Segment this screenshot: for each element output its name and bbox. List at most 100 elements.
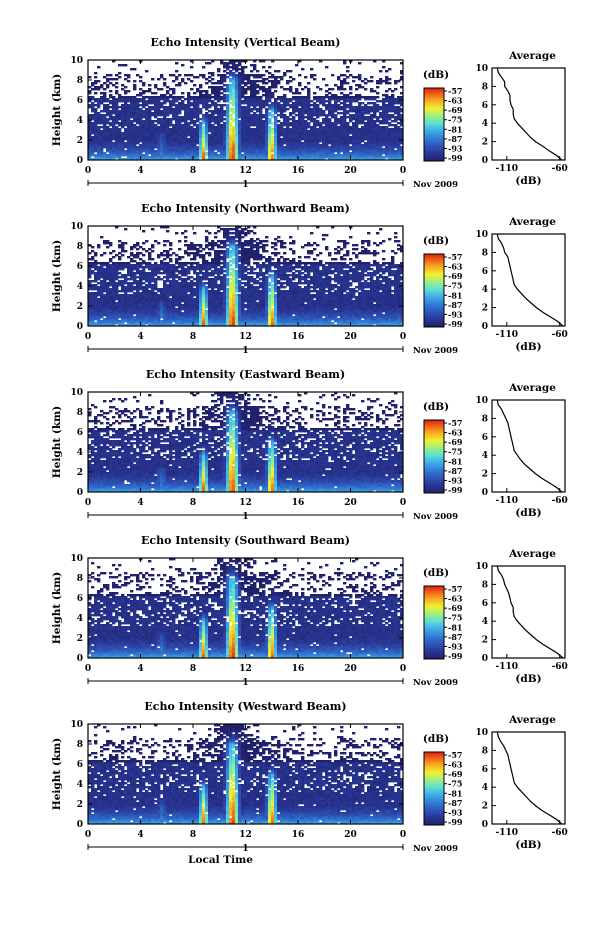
heatmap-cell [94,140,98,143]
heatmap-cell [259,88,263,91]
heatmap-cell [172,90,176,93]
heatmap-cell [133,266,137,269]
heatmap-cell [148,128,152,131]
heatmap-cell [376,130,380,133]
heatmap-cell [214,144,218,147]
heatmap-cell [238,122,242,125]
heatmap-cell [259,152,263,155]
heatmap-cell [265,122,269,125]
heatmap-cell [160,96,164,99]
heatmap-cell [202,96,206,99]
heatmap-cell [100,284,104,287]
average-y-tick-label: 0 [482,156,488,166]
heatmap-cell [169,122,173,125]
heatmap-cell [112,104,116,107]
heatmap-cell [172,102,176,105]
heatmap-cell [190,108,194,111]
heatmap-cell [154,112,158,115]
y-tick-label: 2 [77,136,83,146]
heatmap-cell [283,72,287,75]
heatmap-cell [91,288,95,291]
heatmap-cell [166,154,170,157]
heatmap-cell [178,158,182,161]
heatmap-cell [322,158,326,161]
heatmap-cell [202,116,206,119]
heatmap-cell [340,156,344,159]
heatmap-cell [244,118,248,121]
heatmap-cell [142,314,146,317]
heatmap-cell [118,320,122,323]
heatmap-cell [229,154,233,157]
heatmap-cell [247,150,251,153]
heatmap-cell [247,106,251,109]
heatmap-cell [373,104,377,107]
heatmap-cell [157,134,161,137]
heatmap-cell [145,266,149,269]
heatmap-cell [190,262,194,265]
heatmap-cell [223,134,227,137]
heatmap-cell [100,116,104,119]
heatmap-cell [163,122,167,125]
heatmap-cell [154,92,158,95]
heatmap-cell [130,138,134,141]
heatmap-cell [217,132,221,135]
heatmap-cell [373,96,377,99]
heatmap-cell [136,256,140,259]
heatmap-cell [220,150,224,153]
heatmap-cell [253,102,257,105]
heatmap-cell [166,148,170,151]
heatmap-cell [109,282,113,285]
heatmap-cell [214,140,218,143]
heatmap-cell [304,140,308,143]
heatmap-cell [310,144,314,147]
heatmap-cell [127,74,131,77]
heatmap-cell [112,250,116,253]
heatmap-cell [220,80,224,83]
heatmap-cell [292,124,296,127]
heatmap-cell [115,156,119,159]
heatmap-cell [94,278,98,281]
heatmap-cell [91,144,95,147]
heatmap-cell [364,144,368,147]
heatmap-cell [151,100,155,103]
heatmap-cell [361,158,365,161]
heatmap-cell [190,102,194,105]
heatmap-cell [298,74,302,77]
heatmap-cell [166,230,170,233]
heatmap-cell [220,88,224,91]
heatmap-cell [301,116,305,119]
heatmap-cell [133,268,137,271]
heatmap-cell [307,150,311,153]
heatmap-cell [343,118,347,121]
heatmap-cell [298,100,302,103]
heatmap-cell [208,126,212,129]
heatmap-cell [328,100,332,103]
heatmap-cell [397,102,401,105]
heatmap-cell [217,138,221,141]
heatmap-cell [328,102,332,105]
heatmap-cell [265,118,269,121]
heatmap-cell [199,244,203,247]
heatmap-cell [181,124,185,127]
heatmap-cell [124,106,128,109]
heatmap-cell [91,266,95,269]
heatmap-cell [127,104,131,107]
heatmap-cell [127,316,131,319]
heatmap-cell [145,298,149,301]
heatmap-cell [325,108,329,111]
heatmap-cell [208,120,212,123]
heatmap-cell [91,246,95,249]
heatmap-cell [136,154,140,157]
heatmap-cell [202,66,206,69]
heatmap-cell [139,138,143,141]
heatmap-cell [109,324,113,327]
heatmap-cell [391,102,395,105]
heatmap-cell [334,132,338,135]
heatmap-cell [238,120,242,123]
heatmap-cell [142,248,146,251]
heatmap-cell [118,314,122,317]
heatmap-cell [301,132,305,135]
heatmap-cell [391,130,395,133]
heatmap-cell [118,308,122,311]
heatmap-cell [133,302,137,305]
